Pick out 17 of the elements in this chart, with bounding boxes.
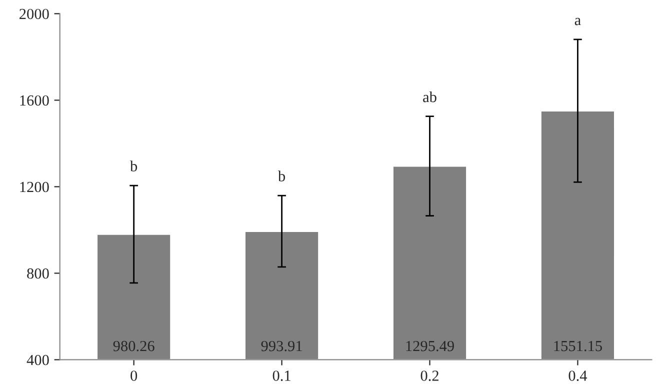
x-tick-label: 0.1 <box>272 370 290 381</box>
annotation: b <box>278 170 286 182</box>
x-tick-label: 0 <box>130 370 138 381</box>
y-tick-label: 2000 <box>20 8 49 20</box>
x-tick-label: 0.2 <box>420 370 438 381</box>
y-tick-label: 1200 <box>20 182 49 192</box>
annotation: ab <box>423 91 436 102</box>
y-tick-label: 400 <box>26 354 49 366</box>
data-label: 980.26 <box>113 340 154 352</box>
annotation: b <box>130 160 138 172</box>
x-tick-label: 0.4 <box>568 370 588 381</box>
annotation: a <box>574 18 581 26</box>
data-label: 1295.49 <box>406 340 454 352</box>
data-label: 1551.15 <box>554 340 602 352</box>
y-tick-label: 800 <box>27 268 49 279</box>
data-label: 993.91 <box>261 340 302 352</box>
y-tick-label: 1600 <box>20 95 49 106</box>
